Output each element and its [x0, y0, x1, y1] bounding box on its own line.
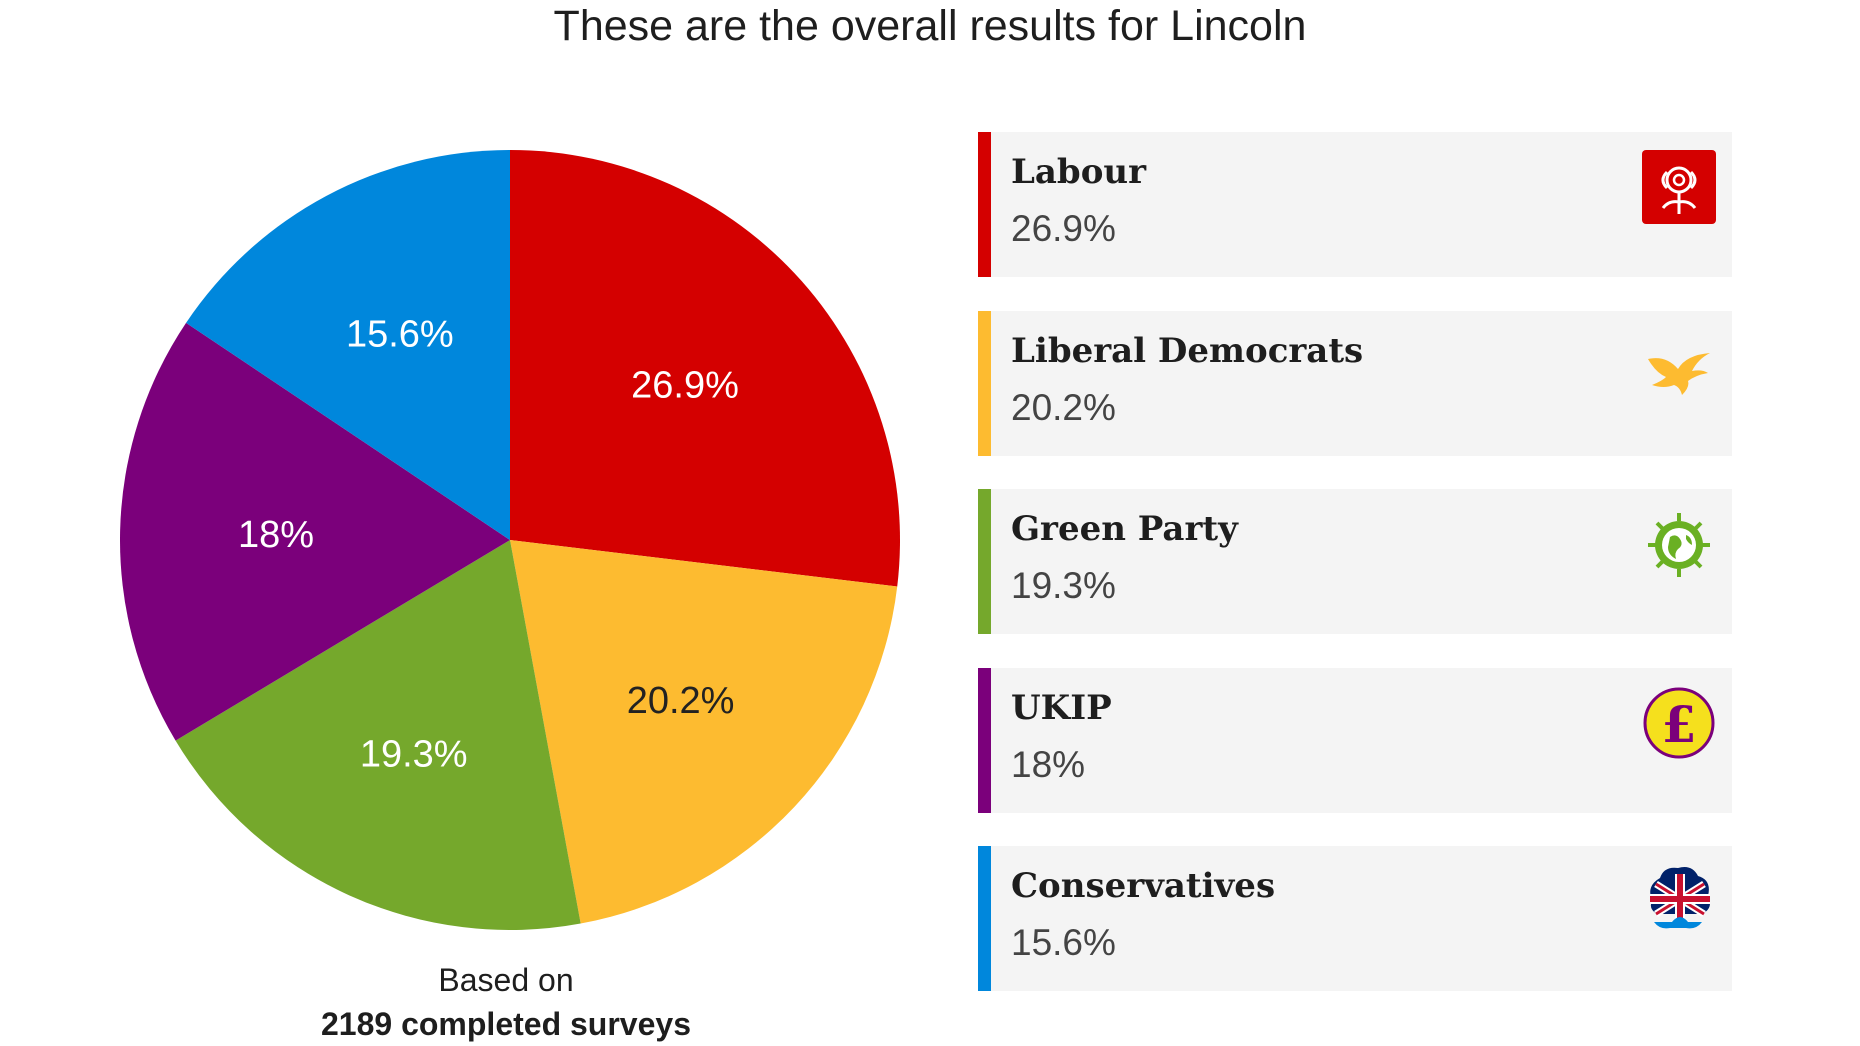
pie-slice-labour: [510, 150, 900, 587]
legend-party-value: 15.6%: [1011, 922, 1116, 963]
footnote-line2: 2189 completed surveys: [321, 1006, 691, 1042]
pie-label-conservatives: 15.6%: [346, 314, 454, 356]
legend-card-ukip: UKIP 18% £: [978, 668, 1732, 813]
pie-slice-liberal-democrats: [510, 540, 898, 924]
page-title: These are the overall results for Lincol…: [553, 2, 1307, 50]
legend-party-value: 20.2%: [1011, 387, 1116, 428]
legend-party-name: UKIP: [1011, 688, 1112, 728]
pie-label-green-party: 19.3%: [360, 733, 468, 775]
pie-label-labour: 26.9%: [631, 365, 739, 407]
legend-party-value: 26.9%: [1011, 208, 1116, 249]
legend-party-name: Liberal Democrats: [1011, 331, 1364, 371]
conservative-tree-icon: [1650, 867, 1710, 929]
green-globe-icon: [1648, 513, 1710, 577]
legend-color-bar: [978, 489, 991, 634]
legend-color-bar: [978, 132, 991, 277]
footnote-line1: Based on: [438, 962, 574, 998]
pie-label-liberal-democrats: 20.2%: [627, 680, 735, 722]
pie-slice-ukip: [120, 322, 511, 741]
legend-color-bar: [978, 846, 991, 991]
legend-party-name: Labour: [1011, 152, 1147, 192]
legend-party-value: 19.3%: [1011, 565, 1116, 606]
legend-color-bar: [978, 311, 991, 456]
pie-chart: 26.9% 20.2% 19.3% 18% 15.6%: [120, 150, 900, 930]
ukip-pound-icon: £: [1643, 687, 1715, 759]
pie-label-ukip: 18%: [238, 514, 314, 556]
legend-party-value: 18%: [1011, 744, 1086, 785]
pie-slice-green-party: [175, 540, 581, 930]
legend-party-name: Conservatives: [1011, 866, 1276, 906]
legend-color-bar: [978, 668, 991, 813]
pie-slice-conservatives: [186, 150, 510, 540]
legend-party-name: Green Party: [1011, 509, 1238, 549]
svg-text:£: £: [1662, 695, 1697, 754]
legend-card-green: Green Party 19.3%: [978, 489, 1732, 634]
legend-card-conservatives: Conservatives 15.6%: [978, 846, 1732, 991]
legend-card-labour: Labour 26.9%: [978, 132, 1732, 277]
legend-card-libdem: Liberal Democrats 20.2%: [978, 311, 1732, 456]
labour-rose-icon: [1642, 150, 1716, 224]
libdem-bird-icon: [1648, 353, 1710, 395]
